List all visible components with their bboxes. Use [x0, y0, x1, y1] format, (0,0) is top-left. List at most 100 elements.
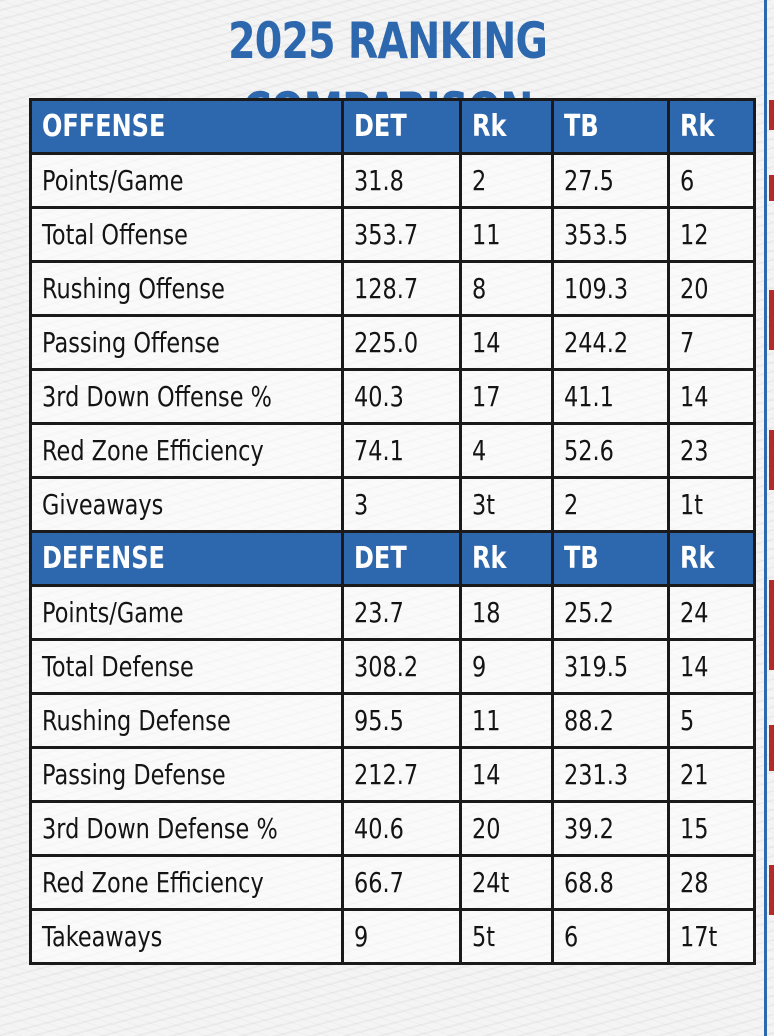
- tb-value-text: 41.1: [564, 380, 614, 413]
- det-rank-text: 20: [472, 812, 501, 845]
- tb-rank-text: 6: [680, 164, 695, 197]
- stat-name-text: Total Offense: [42, 218, 188, 251]
- tb-value-cell: 353.5: [551, 206, 670, 263]
- det-value-cell: 74.1: [341, 422, 462, 479]
- stat-name-text: 3rd Down Offense %: [42, 380, 272, 413]
- det-value-cell: 40.3: [341, 368, 462, 425]
- stat-name-text: Takeaways: [42, 920, 163, 953]
- tb-value-cell: 231.3: [551, 746, 670, 803]
- det-value-text: 40.3: [354, 380, 404, 413]
- stat-name-cell: Total Defense: [29, 638, 344, 695]
- offense-header-cell: Rk: [459, 98, 554, 155]
- det-rank-cell: 11: [459, 206, 554, 263]
- tb-value-text: 2: [564, 488, 579, 521]
- tb-rank-text: 20: [680, 272, 709, 305]
- tb-value-text: 6: [564, 920, 579, 953]
- offense-header-row: OFFENSE DET Rk TB Rk: [29, 98, 756, 155]
- stat-name-cell: Points/Game: [29, 584, 344, 641]
- tb-rank-cell: 7: [667, 314, 756, 371]
- tb-rank-cell: 1t: [667, 476, 756, 533]
- tb-rank-text: 14: [680, 380, 709, 413]
- tb-rank-text: 21: [680, 758, 709, 791]
- tb-rank-text: 28: [680, 866, 709, 899]
- det-rank-text: 14: [472, 326, 501, 359]
- side-mark: [769, 725, 774, 771]
- offense-stat-row: Giveaways 3 3t 2 1t: [29, 476, 756, 533]
- defense-stat-row: Takeaways 9 5t 6 17t: [29, 908, 756, 965]
- det-rank-text: 2: [472, 164, 487, 197]
- side-mark: [769, 865, 774, 915]
- tb-value-text: 25.2: [564, 596, 614, 629]
- det-rank-cell: 14: [459, 746, 554, 803]
- det-value-text: 31.8: [354, 164, 404, 197]
- det-rank-cell: 5t: [459, 908, 554, 965]
- side-mark: [769, 430, 774, 490]
- stat-name-text: Points/Game: [42, 596, 184, 629]
- stat-name-text: Total Defense: [42, 650, 194, 683]
- det-rank-text: 4: [472, 434, 487, 467]
- det-rank-text: 14: [472, 758, 501, 791]
- tb-rank-text: 14: [680, 650, 709, 683]
- defense-header-label: DET: [354, 541, 407, 576]
- det-value-cell: 66.7: [341, 854, 462, 911]
- det-rank-cell: 4: [459, 422, 554, 479]
- det-rank-text: 11: [472, 704, 501, 737]
- tb-value-text: 244.2: [564, 326, 629, 359]
- offense-header-cell: OFFENSE: [29, 98, 344, 155]
- det-rank-text: 8: [472, 272, 487, 305]
- stat-name-text: Passing Offense: [42, 326, 220, 359]
- tb-value-text: 39.2: [564, 812, 614, 845]
- stat-name-cell: Rushing Offense: [29, 260, 344, 317]
- stat-name-cell: Takeaways: [29, 908, 344, 965]
- tb-value-cell: 88.2: [551, 692, 670, 749]
- side-mark: [769, 100, 774, 130]
- tb-value-text: 68.8: [564, 866, 614, 899]
- tb-value-text: 88.2: [564, 704, 614, 737]
- tb-rank-text: 24: [680, 596, 709, 629]
- tb-rank-cell: 12: [667, 206, 756, 263]
- det-rank-text: 24t: [472, 866, 510, 899]
- stat-name-cell: 3rd Down Defense %: [29, 800, 344, 857]
- tb-rank-cell: 6: [667, 152, 756, 209]
- det-value-cell: 9: [341, 908, 462, 965]
- stat-name-text: Red Zone Efficiency: [42, 434, 264, 467]
- tb-value-cell: 319.5: [551, 638, 670, 695]
- side-mark: [769, 290, 774, 350]
- det-value-text: 23.7: [354, 596, 404, 629]
- det-value-cell: 353.7: [341, 206, 462, 263]
- offense-header-cell: DET: [341, 98, 462, 155]
- stat-name-cell: Red Zone Efficiency: [29, 422, 344, 479]
- det-rank-cell: 2: [459, 152, 554, 209]
- defense-header-cell: Rk: [667, 530, 756, 587]
- tb-value-text: 52.6: [564, 434, 614, 467]
- tb-value-cell: 2: [551, 476, 670, 533]
- det-rank-cell: 14: [459, 314, 554, 371]
- defense-header-cell: Rk: [459, 530, 554, 587]
- tb-rank-text: 15: [680, 812, 709, 845]
- tb-value-cell: 25.2: [551, 584, 670, 641]
- stat-name-text: Rushing Offense: [42, 272, 225, 305]
- det-rank-text: 17: [472, 380, 501, 413]
- offense-stat-row: Rushing Offense 128.7 8 109.3 20: [29, 260, 756, 317]
- offense-header-label: OFFENSE: [42, 109, 166, 144]
- det-value-text: 40.6: [354, 812, 404, 845]
- det-value-cell: 225.0: [341, 314, 462, 371]
- stat-name-cell: Giveaways: [29, 476, 344, 533]
- offense-stat-row: Points/Game 31.8 2 27.5 6: [29, 152, 756, 209]
- defense-stat-row: Rushing Defense 95.5 11 88.2 5: [29, 692, 756, 749]
- tb-value-text: 353.5: [564, 218, 629, 251]
- tb-value-cell: 244.2: [551, 314, 670, 371]
- tb-rank-cell: 20: [667, 260, 756, 317]
- tb-value-cell: 41.1: [551, 368, 670, 425]
- stat-name-cell: Total Offense: [29, 206, 344, 263]
- defense-stat-row: Points/Game 23.7 18 25.2 24: [29, 584, 756, 641]
- tb-value-cell: 6: [551, 908, 670, 965]
- defense-header-cell: TB: [551, 530, 670, 587]
- det-rank-cell: 3t: [459, 476, 554, 533]
- det-rank-text: 5t: [472, 920, 496, 953]
- stat-name-cell: Passing Defense: [29, 746, 344, 803]
- tb-value-text: 109.3: [564, 272, 629, 305]
- det-rank-text: 18: [472, 596, 501, 629]
- tb-rank-cell: 14: [667, 638, 756, 695]
- defense-header-cell: DEFENSE: [29, 530, 344, 587]
